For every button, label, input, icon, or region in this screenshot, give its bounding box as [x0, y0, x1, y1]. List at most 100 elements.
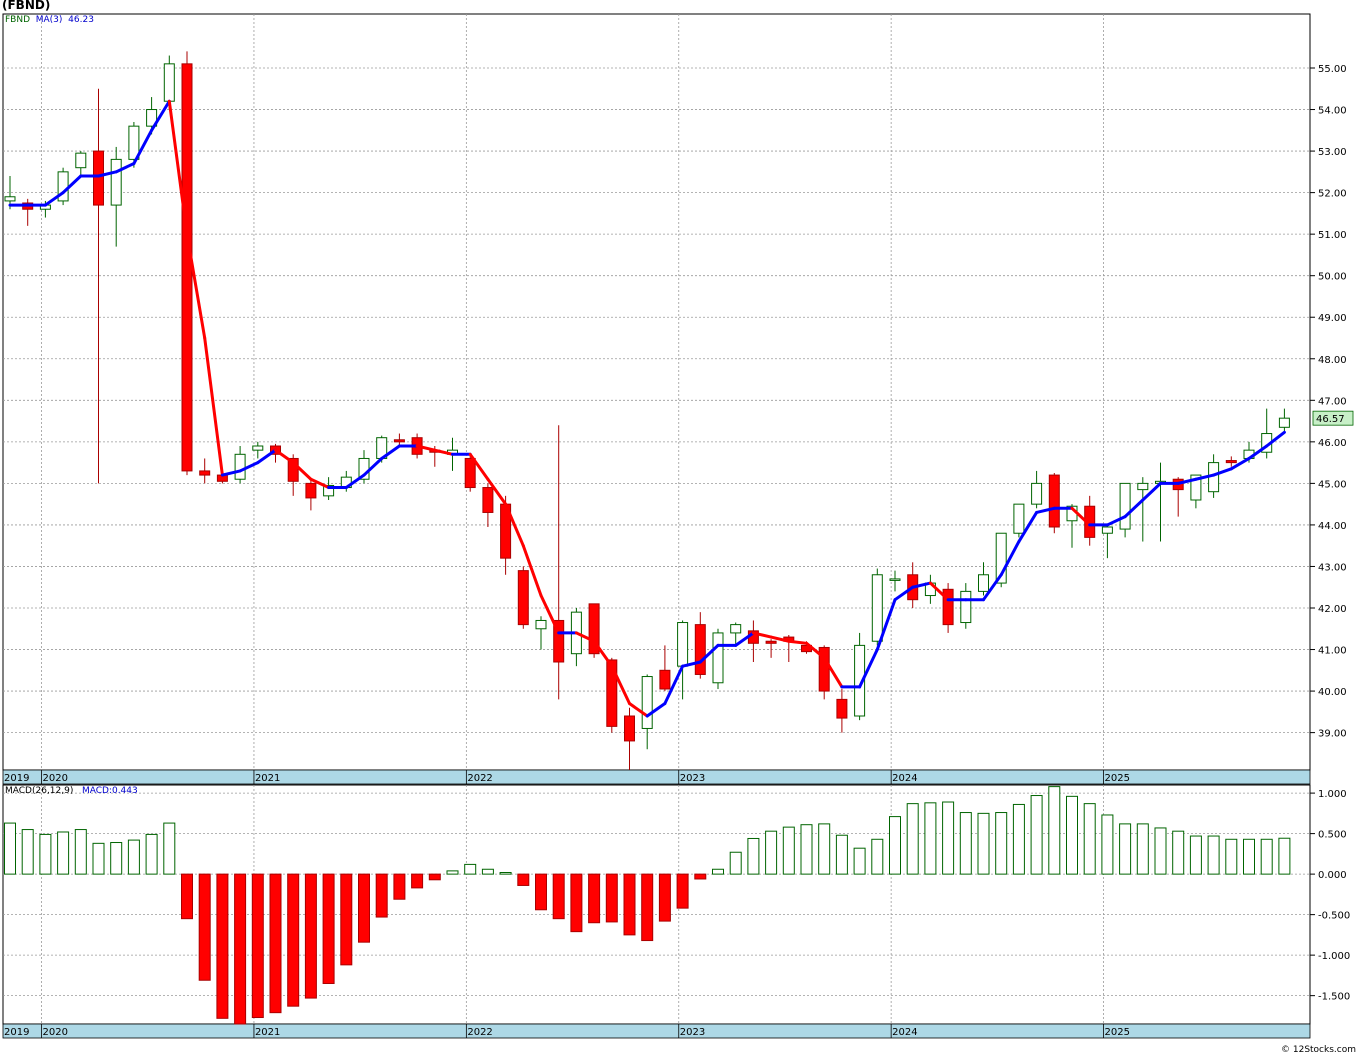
candle-body: [836, 698, 848, 719]
macd-bar: [747, 837, 760, 875]
macd-bar: [287, 873, 300, 1007]
macd-bar: [641, 873, 654, 942]
year-label: 2025: [1105, 773, 1130, 784]
price-tick-label: 53.00: [1318, 147, 1347, 158]
macd-bar: [924, 802, 937, 875]
ma-segment: [539, 594, 561, 635]
year-label: 2020: [43, 773, 68, 784]
candle-body: [181, 63, 193, 472]
last-price-box: [1312, 410, 1354, 426]
chart-title: (FBND): [2, 0, 51, 12]
ma-segment: [769, 635, 791, 643]
year-label: 2019: [4, 773, 29, 784]
ma-segment: [1017, 510, 1039, 544]
ma-segment: [610, 664, 631, 706]
macd-bar: [375, 873, 388, 918]
macd-bar: [959, 812, 972, 875]
macd-bar: [676, 873, 689, 909]
ma-segment: [1229, 456, 1251, 471]
macd-bar: [198, 873, 211, 981]
candle-body: [1048, 474, 1060, 528]
macd-bar: [906, 803, 919, 875]
price-tick-label: 48.00: [1318, 355, 1347, 366]
ma-segment: [1105, 515, 1127, 527]
macd-bar: [74, 829, 87, 875]
year-label: 2023: [680, 1027, 705, 1038]
ma-segment: [380, 444, 401, 460]
candle-body: [641, 676, 653, 729]
macd-bar: [393, 873, 406, 900]
ma-segment: [61, 174, 83, 195]
macd-bar: [1048, 786, 1061, 875]
macd-tick-label: 0.500: [1318, 830, 1347, 841]
year-label: 2023: [680, 773, 705, 784]
legend-macd-label: MACD(26,12,9): [5, 786, 74, 796]
ma-segment: [97, 170, 118, 178]
candle-body: [305, 482, 317, 499]
candle-body: [128, 125, 140, 160]
candle-body: [960, 590, 972, 624]
macd-bar: [818, 823, 831, 875]
year-label: 2025: [1105, 1027, 1130, 1038]
price-panel: [2, 13, 1311, 771]
candle-body: [4, 196, 16, 202]
ma-segment: [362, 456, 384, 477]
macd-bar: [1243, 838, 1255, 875]
ma-segment: [521, 544, 543, 598]
macd-tick-label: 0.000: [1318, 870, 1347, 881]
ma-segment: [574, 631, 596, 643]
legend-ma-value: 46.23: [68, 15, 94, 25]
candle-body: [1013, 503, 1025, 534]
ma-segment: [309, 477, 331, 490]
macd-bar: [765, 830, 778, 875]
macd-bar: [1136, 823, 1149, 875]
ma-segment: [787, 639, 808, 645]
ma-segment: [893, 585, 915, 602]
candle-body: [1190, 474, 1202, 501]
price-tick-label: 54.00: [1318, 106, 1347, 117]
macd-bar: [694, 873, 707, 880]
ma-segment: [238, 461, 260, 473]
candle-body: [588, 603, 600, 655]
candle-body: [393, 439, 405, 443]
candle-body: [323, 484, 335, 497]
macd-bar: [605, 873, 618, 923]
candle-body: [110, 158, 122, 206]
price-tick-label: 45.00: [1318, 479, 1347, 490]
candle-body: [1137, 482, 1149, 491]
price-date-axis: [2, 769, 1311, 785]
macd-bar: [942, 801, 955, 875]
ma-segment: [185, 232, 207, 340]
ma-segment: [805, 641, 826, 660]
candle-body: [1101, 526, 1113, 534]
candle-body: [1119, 482, 1131, 530]
price-tick-label: 55.00: [1318, 64, 1347, 75]
ma-segment: [150, 99, 171, 132]
macd-bar: [304, 873, 317, 999]
candle-body: [93, 150, 104, 206]
macd-bar: [411, 873, 424, 889]
ma-segment: [1265, 430, 1286, 448]
ma-segment: [433, 448, 454, 456]
year-label: 2022: [467, 773, 492, 784]
ma-segment: [1035, 506, 1056, 514]
macd-bar: [1030, 795, 1043, 875]
macd-bar: [1207, 835, 1220, 875]
price-tick-label: 39.00: [1318, 729, 1347, 740]
candle-body: [252, 445, 264, 451]
macd-bar: [1154, 827, 1167, 875]
candle-body: [818, 646, 830, 692]
legend-ticker: FBND: [5, 15, 31, 25]
ma-segment: [1176, 477, 1198, 485]
macd-bar: [889, 816, 901, 875]
price-tick-label: 49.00: [1318, 313, 1347, 324]
ma-segment: [928, 581, 950, 602]
ma-segment: [220, 469, 242, 477]
ma-segment: [663, 664, 685, 706]
price-tick-label: 42.00: [1318, 604, 1347, 615]
ma-segment: [274, 448, 295, 465]
macd-bar: [251, 873, 264, 1019]
candle-body: [1225, 460, 1237, 464]
price-tick-label: 43.00: [1318, 562, 1347, 573]
